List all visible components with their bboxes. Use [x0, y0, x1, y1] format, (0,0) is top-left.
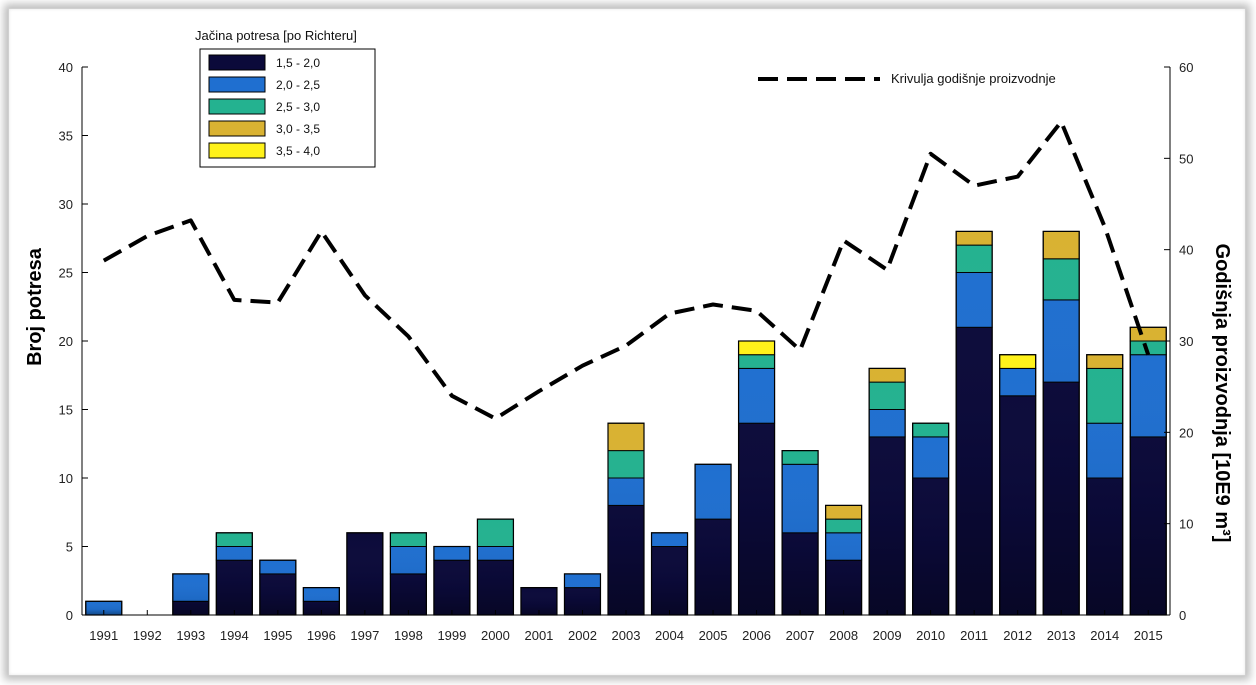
x-tick-label-1991: 1991: [89, 628, 118, 643]
x-tick-label-2012: 2012: [1003, 628, 1032, 643]
x-tick-label-1996: 1996: [307, 628, 336, 643]
y-tick-label-25: 25: [59, 266, 73, 281]
bar-shade-2010: [912, 422, 950, 616]
legend-swatch-0: [208, 54, 266, 71]
bar-shade-2009: [868, 367, 906, 616]
bar-shade-1998: [389, 532, 427, 616]
x-tick-label-1999: 1999: [437, 628, 466, 643]
x-tick-label-1995: 1995: [263, 628, 292, 643]
bar-shade-2008: [824, 504, 863, 616]
x-tick-label-2008: 2008: [829, 628, 858, 643]
legend-swatch-2: [208, 98, 266, 115]
x-tick-label-1998: 1998: [394, 628, 423, 643]
y-tick-label-15: 15: [59, 403, 73, 418]
y-axis-right-title: Godišnja proizvodnja [10E9 m³]: [1211, 244, 1233, 543]
bar-shade-2012: [999, 354, 1037, 616]
x-tick-label-2003: 2003: [612, 628, 641, 643]
legend-swatch-4: [208, 142, 266, 159]
legend-label-2: 2,5 - 3,0: [276, 100, 320, 114]
bar-shade-2007: [781, 450, 819, 616]
legend-label-4: 3,5 - 4,0: [276, 144, 320, 158]
y2-tick-label-40: 40: [1179, 243, 1193, 258]
y-tick-label-35: 35: [59, 129, 73, 144]
bar-shade-2014: [1086, 354, 1124, 616]
bar-shade-1994: [215, 532, 253, 616]
bars-group: [85, 230, 1167, 616]
x-tick-label-2006: 2006: [742, 628, 771, 643]
bar-shade-2003: [607, 422, 645, 616]
y-tick-label-10: 10: [59, 471, 73, 486]
legend-swatch-3: [208, 120, 266, 137]
y-tick-label-30: 30: [59, 197, 73, 212]
bar-shade-2006: [737, 340, 776, 616]
y-tick-label-0: 0: [66, 608, 73, 623]
y-tick-label-40: 40: [59, 60, 73, 75]
x-tick-label-2007: 2007: [786, 628, 815, 643]
legend-label-0: 1,5 - 2,0: [276, 56, 320, 70]
bar-shade-1997: [346, 532, 384, 616]
line-legend-label: Krivulja godišnje proizvodnje: [891, 71, 1056, 86]
x-tick-label-2000: 2000: [481, 628, 510, 643]
bar-shade-2013: [1042, 230, 1080, 616]
x-tick-label-2001: 2001: [524, 628, 553, 643]
x-tick-label-2010: 2010: [916, 628, 945, 643]
legend-swatch-1: [208, 76, 266, 93]
y2-tick-label-0: 0: [1179, 608, 1186, 623]
bar-shade-2005: [694, 463, 732, 616]
bar-shade-1995: [259, 559, 297, 616]
bar-shade-2000: [476, 518, 515, 616]
x-tick-label-2011: 2011: [960, 628, 988, 643]
bar-shade-2002: [563, 573, 602, 616]
legend: Jačina potresa [po Richteru] 1,5 - 2,0 2,…: [195, 28, 376, 168]
y-tick-label-5: 5: [66, 540, 73, 555]
legend-label-1: 2,0 - 2,5: [276, 78, 320, 92]
axes-group: 0 5 10 15 20 25 30 35 40 0 10 20 30 40 50 60 1991 1992 199…: [59, 60, 1194, 643]
x-tick-label-2005: 2005: [699, 628, 728, 643]
x-tick-label-1997: 1997: [350, 628, 379, 643]
line-legend: Krivulja godišnje proizvodnje: [758, 71, 1056, 86]
y2-tick-label-20: 20: [1179, 425, 1193, 440]
x-tick-label-2013: 2013: [1047, 628, 1076, 643]
x-tick-label-2015: 2015: [1134, 628, 1163, 643]
x-tick-label-2009: 2009: [873, 628, 902, 643]
bar-shade-1993: [172, 573, 210, 616]
x-tick-label-1993: 1993: [176, 628, 205, 643]
y-axis-left-title: Broj potresa: [24, 247, 46, 366]
legend-label-3: 3,0 - 3,5: [276, 122, 320, 136]
y2-tick-label-60: 60: [1179, 60, 1193, 75]
bar-shade-1999: [433, 545, 471, 616]
y2-tick-label-10: 10: [1179, 517, 1193, 532]
x-tick-label-1992: 1992: [133, 628, 162, 643]
bar-shade-2011: [955, 230, 993, 616]
x-tick-label-1994: 1994: [220, 628, 249, 643]
x-tick-label-2004: 2004: [655, 628, 684, 643]
x-tick-label-2014: 2014: [1090, 628, 1119, 643]
bar-shade-2015: [1129, 326, 1167, 616]
y-tick-label-20: 20: [59, 334, 73, 349]
bar-shade-2004: [650, 532, 689, 616]
y2-tick-label-30: 30: [1179, 334, 1193, 349]
y2-tick-label-50: 50: [1179, 151, 1193, 166]
legend-title: Jačina potresa [po Richteru]: [195, 28, 357, 43]
x-tick-label-2002: 2002: [568, 628, 597, 643]
